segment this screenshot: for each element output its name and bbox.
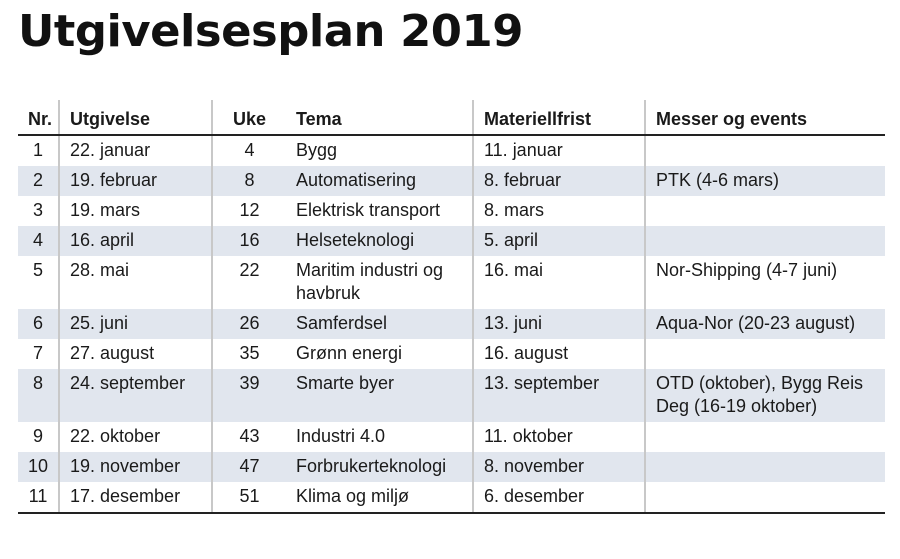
cell-tema: Smarte byer	[286, 369, 473, 422]
cell-materiellfrist: 8. februar	[472, 166, 645, 196]
cell-materiellfrist: 16. mai	[472, 256, 645, 309]
table-row: 9 22. oktober 43 Industri 4.0 11. oktober	[18, 422, 885, 452]
cell-utgivelse: 28. mai	[58, 256, 212, 309]
header-tema: Tema	[286, 100, 473, 136]
table-row: 11 17. desember 51 Klima og miljø 6. desembe…	[18, 482, 885, 514]
cell-nr: 4	[18, 226, 59, 256]
cell-utgivelse: 19. november	[58, 452, 212, 482]
cell-nr: 11	[18, 482, 59, 514]
cell-uke: 43	[211, 422, 286, 452]
cell-nr: 6	[18, 309, 59, 339]
cell-uke: 35	[211, 339, 286, 369]
table-row: 8 24. september 39 Smarte byer 13. september…	[18, 369, 885, 422]
header-uke: Uke	[211, 100, 286, 136]
cell-tema: Samferdsel	[286, 309, 473, 339]
cell-utgivelse: 17. desember	[58, 482, 212, 514]
cell-tema: Automatisering	[286, 166, 473, 196]
header-utgivelse: Utgivelse	[58, 100, 212, 136]
table-row: 5 28. mai 22 Maritim industri og havbruk 16.…	[18, 256, 885, 309]
cell-materiellfrist: 6. desember	[472, 482, 645, 514]
cell-messer-og-events	[644, 135, 885, 166]
table-row: 1 22. januar 4 Bygg 11. januar	[18, 135, 885, 166]
cell-tema: Helseteknologi	[286, 226, 473, 256]
table-row: 3 19. mars 12 Elektrisk transport 8. mars	[18, 196, 885, 226]
cell-nr: 7	[32, 343, 43, 363]
cell-messer-og-events	[644, 339, 885, 369]
table-row: 2 19. februar 8 Automatisering 8. februar PTK…	[18, 166, 885, 196]
cell-uke: 22	[211, 256, 286, 309]
cell-messer-og-events: PTK (4-6 mars)	[644, 166, 885, 196]
table-row: 4 16. april 16 Helseteknologi 5. april	[18, 226, 885, 256]
table-row: 7 27. august 35 Grønn energi 16. august	[18, 339, 885, 369]
header-nr: Nr.	[18, 100, 59, 136]
cell-materiellfrist: 8. november	[472, 452, 645, 482]
cell-uke: 16	[211, 226, 286, 256]
table-row: 6 25. juni 26 Samferdsel 13. juni Aqua-Nor (2…	[18, 309, 885, 339]
cell-messer-og-events: Nor-Shipping (4-7 juni)	[644, 256, 885, 309]
cell-uke: 4	[211, 135, 286, 166]
cell-uke: 8	[211, 166, 286, 196]
cell-messer-og-events	[644, 422, 885, 452]
cell-utgivelse: 25. juni	[58, 309, 212, 339]
cell-nr: 2	[18, 166, 59, 196]
cell-uke: 47	[211, 452, 286, 482]
header-row: Nr. Utgivelse Uke Tema Materiellfrist Me…	[18, 100, 885, 136]
cell-materiellfrist: 13. juni	[472, 309, 645, 339]
cell-materiellfrist: 13. september	[472, 369, 645, 422]
cell-materiellfrist: 11. oktober	[472, 422, 645, 452]
cell-utgivelse: 19. mars	[58, 196, 212, 226]
cell-materiellfrist: 16. august	[472, 339, 645, 369]
cell-nr: 10	[18, 452, 59, 482]
page-title: Utgivelsesplan 2019	[18, 6, 523, 57]
schedule-table: Nr. Utgivelse Uke Tema Materiellfrist Me…	[18, 100, 885, 514]
cell-tema: Grønn energi	[296, 343, 403, 363]
cell-tema: Klima og miljø	[286, 482, 473, 514]
cell-uke: 39	[211, 369, 286, 422]
cell-tema: Maritim industri og havbruk	[296, 260, 444, 303]
cell-utgivelse: 22. januar	[58, 135, 212, 166]
header-messer-og-events: Messer og events	[644, 100, 885, 136]
cell-nr: 5	[32, 260, 43, 280]
header-materiellfrist: Materiellfrist	[472, 100, 645, 136]
cell-uke: 26	[211, 309, 286, 339]
cell-utgivelse: 16. april	[58, 226, 212, 256]
cell-messer-og-events	[644, 452, 885, 482]
cell-messer-og-events: OTD (oktober), Bygg Reis Deg (16-19 okto…	[644, 369, 885, 422]
cell-utgivelse: 24. september	[58, 369, 212, 422]
schedule-table-container: Nr. Utgivelse Uke Tema Materiellfrist Me…	[18, 100, 885, 514]
cell-uke: 51	[211, 482, 286, 514]
cell-materiellfrist: 11. januar	[472, 135, 645, 166]
cell-tema: Bygg	[296, 140, 338, 160]
cell-tema: Industri 4.0	[296, 426, 386, 446]
cell-nr: 1	[32, 140, 43, 160]
cell-materiellfrist: 5. april	[472, 226, 645, 256]
cell-messer-og-events	[644, 196, 885, 226]
cell-utgivelse: 19. februar	[58, 166, 212, 196]
cell-utgivelse: 27. august	[58, 339, 212, 369]
cell-tema: Forbrukerteknologi	[286, 452, 473, 482]
table-row: 10 19. november 47 Forbrukerteknologi 8. nov…	[18, 452, 885, 482]
cell-utgivelse: 22. oktober	[58, 422, 212, 452]
cell-uke: 12	[211, 196, 286, 226]
cell-messer-og-events	[644, 482, 885, 514]
cell-nr: 9	[32, 426, 43, 446]
cell-nr: 3	[32, 200, 43, 220]
cell-messer-og-events	[644, 226, 885, 256]
cell-nr: 8	[18, 369, 59, 422]
cell-messer-og-events: Aqua-Nor (20-23 august)	[644, 309, 885, 339]
cell-materiellfrist: 8. mars	[472, 196, 645, 226]
cell-tema: Elektrisk transport	[296, 200, 441, 220]
